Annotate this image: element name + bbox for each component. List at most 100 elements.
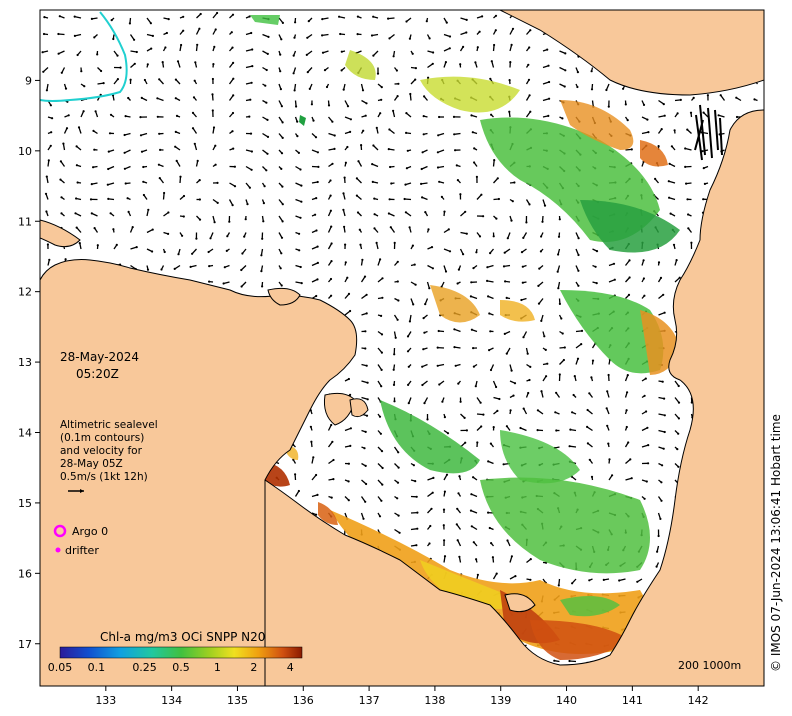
velocity-arrow-head xyxy=(519,426,522,430)
y-tick-label: 17 xyxy=(18,638,32,651)
velocity-arrow-head xyxy=(314,213,317,216)
velocity-arrow-head xyxy=(663,430,666,434)
velocity-arrow-head xyxy=(82,110,85,113)
velocity-arrow-head xyxy=(231,46,234,49)
velocity-arrow-head xyxy=(444,61,447,64)
velocity-arrow-head xyxy=(522,336,525,339)
velocity-arrow-head xyxy=(546,48,549,51)
velocity-arrow-head xyxy=(177,253,180,256)
velocity-arrow-head xyxy=(306,36,309,39)
velocity-arrow-head xyxy=(473,147,476,150)
velocity-arrow-head xyxy=(309,425,312,428)
velocity-arrow-head xyxy=(315,294,318,298)
velocity-arrow-head xyxy=(588,458,591,461)
velocity-arrow-head xyxy=(307,20,310,23)
velocity-arrow-head xyxy=(196,43,199,46)
velocity-arrow-head xyxy=(316,180,319,184)
velocity-arrow-head xyxy=(193,79,196,82)
velocity-arrow-head xyxy=(96,53,99,56)
velocity-arrow-head xyxy=(112,228,115,231)
velocity-arrow-head xyxy=(128,22,131,25)
velocity-arrow-head xyxy=(529,29,532,32)
velocity-arrow-head xyxy=(487,460,490,463)
velocity-arrow-head xyxy=(703,182,707,185)
velocity-arrow-head xyxy=(228,220,231,223)
velocity-arrow-head xyxy=(607,442,610,445)
velocity-arrow-head xyxy=(126,197,129,200)
velocity-arrow-head xyxy=(281,220,284,223)
velocity-arrow-head xyxy=(396,280,399,283)
velocity-arrow-head xyxy=(248,15,251,18)
velocity-arrow-head xyxy=(107,150,110,153)
velocity-arrow-head xyxy=(513,181,516,184)
velocity-arrow-head xyxy=(528,46,531,49)
x-tick-label: 142 xyxy=(688,694,709,707)
velocity-arrow-head xyxy=(379,432,382,435)
velocity-arrow-head xyxy=(64,87,68,90)
velocity-arrow-head xyxy=(363,447,366,450)
colorbar-tick-label: 0.1 xyxy=(88,661,106,674)
velocity-arrow-head xyxy=(457,268,460,271)
velocity-arrow-head xyxy=(405,20,408,23)
velocity-arrow-head xyxy=(279,70,282,73)
drifter-label: drifter xyxy=(65,544,99,557)
velocity-arrow-head xyxy=(327,104,331,107)
drifter-tracks xyxy=(694,104,723,161)
velocity-arrow-head xyxy=(684,165,687,168)
velocity-arrow-head xyxy=(106,183,109,186)
velocity-arrow-head xyxy=(407,383,410,386)
velocity-arrow-head xyxy=(555,391,558,394)
velocity-arrow-head xyxy=(364,464,367,467)
velocity-arrow-head xyxy=(557,235,561,238)
velocity-arrow-head xyxy=(494,29,497,32)
velocity-arrow-head xyxy=(231,204,234,207)
argo-label: Argo 0 xyxy=(72,525,108,538)
velocity-arrow-head xyxy=(387,148,390,151)
velocity-arrow-head xyxy=(424,303,427,306)
velocity-arrow-head xyxy=(624,103,627,106)
velocity-arrow-head xyxy=(364,330,367,333)
velocity-arrow-head xyxy=(347,480,350,483)
velocity-arrow-head xyxy=(495,572,498,575)
velocity-arrow-head xyxy=(77,126,81,129)
velocity-arrow-head xyxy=(248,186,251,189)
velocity-arrow-head xyxy=(472,541,475,544)
velocity-arrow-head xyxy=(75,197,78,200)
velocity-arrow-head xyxy=(365,312,368,315)
velocity-arrow-head xyxy=(265,169,268,172)
velocity-arrow-head xyxy=(411,52,414,55)
velocity-arrow-head xyxy=(347,499,350,502)
velocity-arrow-head xyxy=(209,237,212,240)
velocity-arrow-head xyxy=(191,127,195,130)
velocity-arrow-head xyxy=(380,450,384,453)
velocity-arrow-head xyxy=(527,63,530,66)
velocity-arrow-head xyxy=(356,15,359,18)
velocity-arrow-head xyxy=(211,93,214,96)
velocity-arrow-head xyxy=(479,401,482,404)
velocity-arrow-head xyxy=(422,348,425,351)
velocity-arrow-head xyxy=(339,32,342,36)
velocity-arrow-head xyxy=(107,167,110,171)
velocity-arrow-head xyxy=(299,265,302,269)
velocity-arrow-head xyxy=(470,525,473,528)
velocity-arrow-head xyxy=(657,145,660,148)
velocity-arrow-head xyxy=(510,555,513,558)
velocity-arrow-head xyxy=(60,212,63,215)
velocity-arrow-head xyxy=(305,53,308,57)
y-tick-label: 9 xyxy=(25,74,32,87)
velocity-arrow-head xyxy=(431,62,434,65)
time-label: 05:20Z xyxy=(76,367,119,381)
velocity-arrow-head xyxy=(503,332,506,335)
velocity-arrow-head xyxy=(312,456,315,459)
velocity-arrow-head xyxy=(407,365,410,368)
velocity-arrow-head xyxy=(243,235,246,238)
velocity-arrow-head xyxy=(174,78,177,81)
velocity-arrow-head xyxy=(261,237,264,240)
velocity-arrow-head xyxy=(214,28,217,31)
velocity-arrow-head xyxy=(343,225,346,228)
velocity-arrow-head xyxy=(281,21,284,24)
velocity-arrow-head xyxy=(608,458,611,461)
velocity-arrow-head xyxy=(349,444,352,447)
velocity-arrow-head xyxy=(280,236,284,239)
velocity-arrow-head xyxy=(396,481,400,484)
